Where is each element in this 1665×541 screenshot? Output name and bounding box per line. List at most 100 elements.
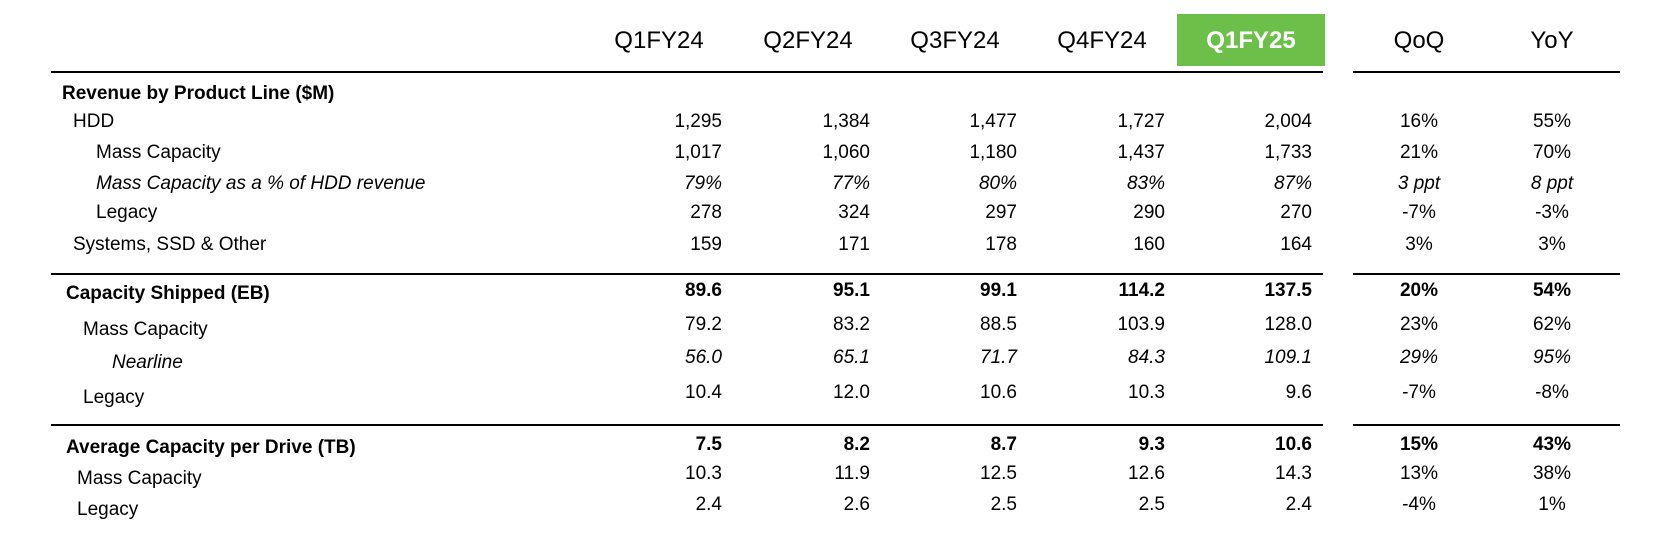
value-cell: 1,180 [969,142,1017,163]
row-label: Legacy [96,202,158,223]
value-cell: 56.0 [685,347,722,368]
column-header: Q2FY24 [763,27,853,54]
value-cell: 128.0 [1264,314,1312,335]
column-header: Q3FY24 [910,27,1000,54]
row-label: Systems, SSD & Other [73,234,267,255]
rule [51,71,1323,73]
change-cell: -7% [1402,382,1436,403]
change-cell: -7% [1402,202,1436,223]
row-label: Nearline [112,352,183,373]
value-cell: 2,004 [1264,111,1312,132]
change-cell: 70% [1532,142,1572,163]
change-cell: -3% [1535,202,1569,223]
value-cell: 278 [690,202,722,223]
value-cell: 160 [1133,234,1165,255]
value-cell: 114.2 [1118,280,1166,301]
value-cell: 83% [1126,173,1165,194]
row-label: HDD [73,111,115,132]
rule [51,424,1323,426]
value-cell: 95.1 [833,280,870,301]
value-cell: 12.6 [1128,463,1165,484]
change-cell: 62% [1532,314,1572,335]
value-cell: 164 [1280,234,1312,255]
value-cell: 159 [690,234,722,255]
column-header: YoY [1530,27,1574,54]
value-cell: 1,384 [822,111,870,132]
value-cell: 77% [831,173,870,194]
value-cell: 14.3 [1275,463,1312,484]
column-header: Q1FY25 [1206,27,1296,54]
change-cell: 15% [1399,434,1439,455]
change-cell: 54% [1532,280,1572,301]
column-header: QoQ [1393,27,1445,54]
row-label: Mass Capacity [96,142,221,163]
value-cell: 171 [838,234,870,255]
value-cell: 10.4 [685,382,722,403]
row-label: Mass Capacity as a % of HDD revenue [96,173,426,194]
value-cell: 137.5 [1264,280,1312,301]
row-label: Legacy [77,499,139,520]
value-cell: 290 [1133,202,1165,223]
change-cell: -4% [1402,494,1436,515]
value-cell: 10.6 [1275,434,1312,455]
change-cell: 23% [1399,314,1439,335]
change-cell: 8 ppt [1530,173,1574,194]
value-cell: 9.6 [1285,382,1312,403]
change-cell: 43% [1532,434,1572,455]
rule [1353,71,1620,73]
value-cell: 297 [985,202,1017,223]
change-cell: 3% [1405,234,1433,255]
value-cell: 1,727 [1117,111,1165,132]
value-cell: 1,060 [822,142,870,163]
change-cell: 95% [1532,347,1572,368]
column-header: Q4FY24 [1057,27,1147,54]
value-cell: 12.0 [833,382,870,403]
value-cell: 1,477 [969,111,1017,132]
value-cell: 65.1 [833,347,870,368]
value-cell: 109.1 [1264,347,1312,368]
rule [1353,424,1620,426]
value-cell: 103.9 [1117,314,1165,335]
change-cell: 1% [1538,494,1566,515]
change-cell: 3% [1538,234,1566,255]
change-cell: 55% [1532,111,1572,132]
value-cell: 84.3 [1128,347,1165,368]
value-cell: 1,017 [674,142,722,163]
section-title: Average Capacity per Drive (TB) [66,437,356,458]
change-cell: 3 ppt [1397,173,1441,194]
row-label: Legacy [83,387,145,408]
value-cell: 88.5 [980,314,1017,335]
value-cell: 2.5 [990,494,1017,515]
rule [51,273,1323,275]
value-cell: 12.5 [980,463,1017,484]
value-cell: 71.7 [980,347,1017,368]
value-cell: 2.6 [843,494,870,515]
value-cell: 10.3 [1128,382,1165,403]
value-cell: 7.5 [695,434,722,455]
row-label: Mass Capacity [77,468,202,489]
value-cell: 79% [683,173,722,194]
section-title: Revenue by Product Line ($M) [62,83,335,104]
value-cell: 9.3 [1138,434,1165,455]
change-cell: -8% [1535,382,1569,403]
value-cell: 1,733 [1264,142,1312,163]
change-cell: 38% [1532,463,1572,484]
value-cell: 2.4 [1285,494,1312,515]
value-cell: 80% [978,173,1017,194]
value-cell: 8.7 [990,434,1017,455]
highlight-box [1177,14,1325,66]
change-cell: 21% [1399,142,1439,163]
value-cell: 10.6 [980,382,1017,403]
change-cell: 16% [1399,111,1439,132]
value-cell: 11.9 [834,463,870,484]
change-cell: 13% [1399,463,1439,484]
change-cell: 29% [1399,347,1439,368]
value-cell: 178 [985,234,1017,255]
section-title: Capacity Shipped (EB) [66,283,270,304]
value-cell: 79.2 [685,314,722,335]
rule [1353,273,1620,275]
value-cell: 270 [1280,202,1312,223]
value-cell: 2.5 [1138,494,1165,515]
value-cell: 1,295 [674,111,722,132]
value-cell: 10.3 [685,463,722,484]
